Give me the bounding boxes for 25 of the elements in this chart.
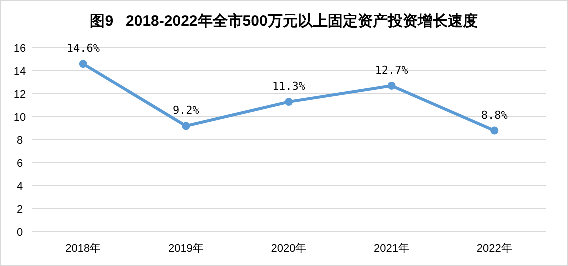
point	[285, 98, 293, 106]
y-tick-label: 6	[16, 158, 24, 170]
y-tick-label: 2	[16, 204, 24, 216]
data-label: 11.3%	[272, 80, 306, 94]
y-tick-label: 16	[14, 43, 26, 55]
x-tick-label: 2020年	[271, 243, 307, 255]
y-tick-label: 10	[14, 112, 26, 124]
point	[79, 60, 88, 68]
x-tick-label: 2018年	[66, 243, 102, 255]
x-tick-label: 2019年	[168, 243, 204, 255]
x-tick-label: 2021年	[374, 243, 410, 255]
data-label: 9.2%	[172, 104, 200, 118]
point	[388, 82, 396, 90]
y-tick-label: 12	[14, 89, 26, 101]
x-tick-label: 2022年	[476, 243, 512, 255]
data-label: 14.6%	[66, 42, 100, 56]
y-tick-label: 8	[16, 135, 24, 147]
point	[490, 126, 499, 135]
data-label: 8.8%	[481, 108, 508, 122]
y-tick-label: 4	[16, 181, 24, 193]
y-tick-label: 14	[14, 66, 26, 78]
point	[182, 122, 190, 130]
chart-title: 图9 2018-2022年全市500万元以上固定资产投资增长速度	[90, 12, 478, 30]
y-tick-label: 0	[16, 227, 24, 239]
data-label: 12.7%	[375, 64, 409, 77]
